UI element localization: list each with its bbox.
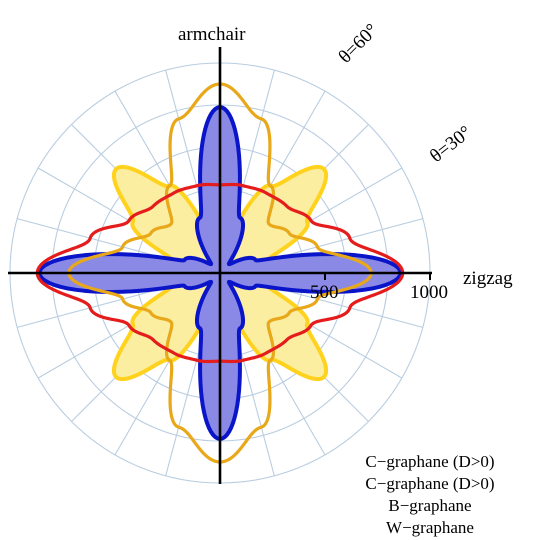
legend-entry: W−graphane bbox=[386, 518, 474, 537]
theta-60-label: θ=60° bbox=[335, 20, 383, 68]
zigzag-label: zigzag bbox=[463, 268, 513, 289]
legend-entry: B−graphane bbox=[388, 496, 471, 515]
axes bbox=[8, 47, 432, 484]
theta-30-label: θ=30° bbox=[426, 122, 476, 167]
r-tick-label-1000: 1000 bbox=[410, 282, 448, 303]
armchair-label: armchair bbox=[178, 24, 246, 45]
legend-entry: C−graphane (D>0) bbox=[365, 474, 494, 493]
legend-entry: C−graphane (D>0) bbox=[365, 452, 494, 471]
r-tick-label-500: 500 bbox=[310, 282, 339, 303]
legend: C−graphane (D>0) C−graphane (D>0) B−grap… bbox=[365, 452, 494, 537]
